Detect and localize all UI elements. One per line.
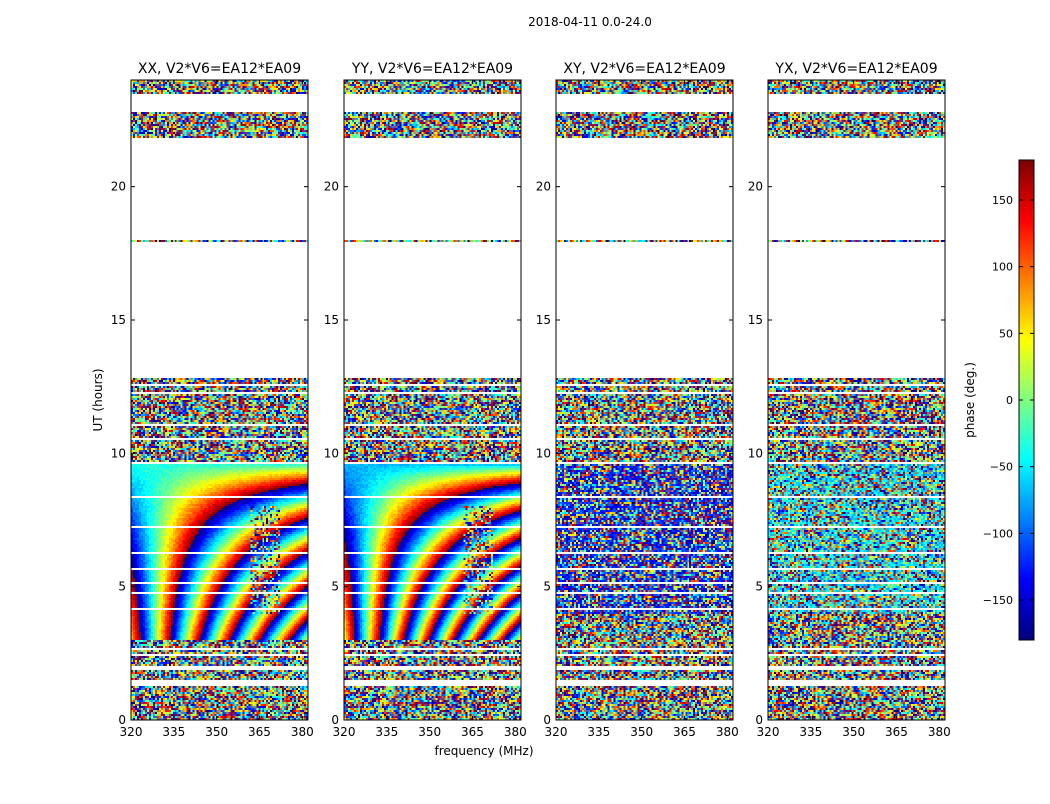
- panel-xy: XY, V2*V6=EA12*EA09 0 5 10 15 20 320 335 350 365 3…: [536, 61, 739, 739]
- panel-yx: YX, V2*V6=EA12*EA09 0 5 10 15 20 320 335 350 365 3…: [748, 61, 951, 739]
- colorbar-tick-label: −50: [990, 461, 1013, 474]
- x-tick-label: 380: [928, 725, 951, 739]
- panel-title: XX, V2*V6=EA12*EA09: [138, 61, 301, 77]
- y-tick-label: 5: [331, 580, 339, 594]
- x-tick-label: 365: [885, 725, 908, 739]
- panel-frame: [555, 79, 734, 721]
- x-tick-label: 380: [716, 725, 739, 739]
- y-tick-label: 0: [755, 713, 763, 727]
- y-tick-label: 5: [755, 580, 763, 594]
- y-tick-label: 15: [111, 313, 126, 327]
- y-tick-label: 15: [748, 313, 763, 327]
- colorbar-tick-label: 0: [1006, 394, 1013, 407]
- x-tick-label: 350: [205, 725, 228, 739]
- y-tick-label: 10: [111, 446, 126, 460]
- x-tick-label: 335: [587, 725, 610, 739]
- x-tick-label: 335: [375, 725, 398, 739]
- x-axis-label: frequency (MHz): [434, 744, 533, 758]
- y-tick-label: 5: [543, 580, 551, 594]
- panel-title: YX, V2*V6=EA12*EA09: [774, 61, 937, 77]
- y-tick-label: 0: [118, 713, 126, 727]
- x-tick-label: 350: [630, 725, 653, 739]
- y-tick-label: 10: [536, 446, 551, 460]
- colorbar-tick-label: 50: [999, 327, 1013, 340]
- y-tick-label: 10: [748, 446, 763, 460]
- heatmap-xy: [556, 80, 733, 720]
- x-tick-label: 380: [504, 725, 527, 739]
- y-tick-label: 15: [536, 313, 551, 327]
- colorbar-tick-label: −100: [983, 527, 1013, 540]
- x-tick-label: 335: [162, 725, 185, 739]
- colorbar-tick-label: 100: [992, 261, 1013, 274]
- x-tick-label: 320: [120, 725, 143, 739]
- panel-frame: [767, 79, 946, 721]
- colorbar-tick-label: −150: [983, 594, 1013, 607]
- y-tick-label: 0: [331, 713, 339, 727]
- colorbar: 150 100 50 0 −50 −100 −150: [983, 159, 1035, 641]
- x-tick-label: 365: [673, 725, 696, 739]
- x-tick-label: 350: [418, 725, 441, 739]
- y-tick-label: 20: [324, 180, 339, 194]
- heatmap-yy: [344, 80, 521, 720]
- x-tick-label: 320: [545, 725, 568, 739]
- x-tick-label: 320: [333, 725, 356, 739]
- panel-frame: [343, 79, 522, 721]
- x-tick-label: 380: [291, 725, 314, 739]
- panel-frame: [130, 79, 309, 721]
- x-tick-label: 335: [799, 725, 822, 739]
- colorbar-label: phase (deg.): [963, 362, 977, 438]
- y-tick-label: 10: [324, 446, 339, 460]
- y-tick-label: 20: [111, 180, 126, 194]
- y-tick-label: 5: [118, 580, 126, 594]
- y-axis-label: UT (hours): [91, 368, 105, 431]
- x-tick-label: 365: [248, 725, 271, 739]
- y-tick-label: 20: [748, 180, 763, 194]
- panel-title: XY, V2*V6=EA12*EA09: [563, 61, 725, 77]
- colorbar-gradient: [1019, 160, 1034, 640]
- panels-group: XX, V2*V6=EA12*EA09 0 5 10 15 20 320 335 350 365 3…: [111, 61, 951, 739]
- y-tick-label: 0: [543, 713, 551, 727]
- heatmap-xx: [131, 80, 308, 720]
- panel-title: YY, V2*V6=EA12*EA09: [351, 61, 513, 77]
- x-tick-label: 350: [842, 725, 865, 739]
- x-tick-label: 365: [461, 725, 484, 739]
- x-tick-label: 320: [757, 725, 780, 739]
- y-tick-label: 15: [324, 313, 339, 327]
- panel-xx: XX, V2*V6=EA12*EA09 0 5 10 15 20 320 335 350 365 3…: [111, 61, 314, 739]
- panel-yy: YY, V2*V6=EA12*EA09 0 5 10 15 20 320 335 350 365 3…: [324, 61, 527, 739]
- colorbar-tick-label: 150: [992, 194, 1013, 207]
- figure-title: 2018-04-11 0.0-24.0: [528, 15, 652, 29]
- y-tick-label: 20: [536, 180, 551, 194]
- heatmap-yx: [768, 80, 945, 720]
